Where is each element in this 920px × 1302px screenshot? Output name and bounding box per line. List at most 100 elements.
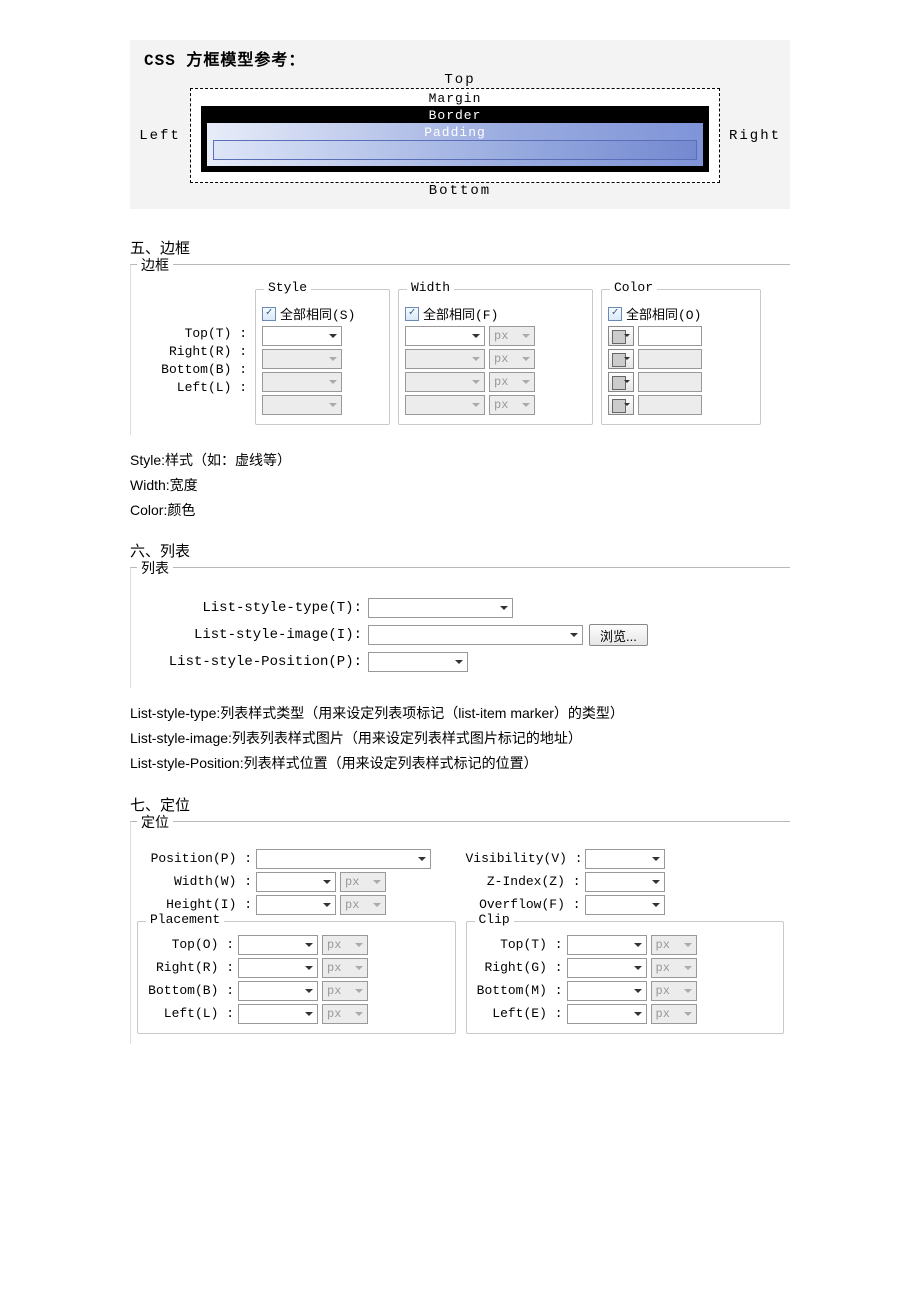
list-note: List-style-type:列表样式类型（用来设定列表项标记（list-it…: [130, 702, 790, 725]
border-style-same-checkbox[interactable]: ✓ 全部相同(S): [262, 304, 355, 323]
border-style-right-select[interactable]: [262, 349, 342, 369]
clip-left-unit[interactable]: px: [651, 1004, 697, 1024]
width-label: Width(W) :: [137, 874, 252, 889]
list-style-image-browse-button[interactable]: 浏览...: [589, 624, 648, 646]
border-color-same-checkbox[interactable]: ✓ 全部相同(O): [608, 304, 701, 323]
placement-top-unit[interactable]: px: [322, 935, 368, 955]
clip-top-label: Top(T) :: [473, 937, 563, 952]
border-note: Width:宽度: [130, 474, 790, 497]
box-model-top-label: Top: [130, 72, 790, 88]
zindex-select[interactable]: [585, 872, 665, 892]
border-width-group: Width ✓ 全部相同(F) px px px px: [398, 289, 593, 425]
placement-right-select[interactable]: [238, 958, 318, 978]
border-row-label: Right(R) :: [137, 344, 247, 359]
border-panel-legend: 边框: [137, 255, 173, 275]
list-style-position-label: List-style-Position(P):: [137, 654, 362, 670]
placement-bottom-unit[interactable]: px: [322, 981, 368, 1001]
border-color-bottom-picker[interactable]: [608, 372, 634, 392]
overflow-select[interactable]: [585, 895, 665, 915]
width-unit[interactable]: px: [340, 872, 386, 892]
border-width-bottom-unit[interactable]: px: [489, 372, 535, 392]
width-select[interactable]: [256, 872, 336, 892]
list-style-type-select[interactable]: [368, 598, 513, 618]
section-list-heading: 六、列表: [130, 540, 790, 561]
clip-left-label: Left(E) :: [473, 1006, 563, 1021]
visibility-label: Visibility(V) :: [466, 851, 581, 866]
border-width-same-checkbox[interactable]: ✓ 全部相同(F): [405, 304, 498, 323]
border-width-top-select[interactable]: [405, 326, 485, 346]
border-color-right-picker[interactable]: [608, 349, 634, 369]
position-panel-legend: 定位: [137, 812, 173, 832]
clip-right-select[interactable]: [567, 958, 647, 978]
placement-right-unit[interactable]: px: [322, 958, 368, 978]
border-width-top-unit[interactable]: px: [489, 326, 535, 346]
border-color-right-value[interactable]: [638, 349, 702, 369]
border-width-left-select[interactable]: [405, 395, 485, 415]
position-select[interactable]: [256, 849, 431, 869]
clip-bottom-unit[interactable]: px: [651, 981, 697, 1001]
height-label: Height(I) :: [137, 897, 252, 912]
box-model-title: CSS 方框模型参考：: [130, 46, 790, 72]
placement-group: Placement Top(O) : px Right(R) : px Bott…: [137, 921, 456, 1034]
border-style-top-select[interactable]: [262, 326, 342, 346]
placement-left-unit[interactable]: px: [322, 1004, 368, 1024]
border-color-group: Color ✓ 全部相同(O): [601, 289, 761, 425]
visibility-select[interactable]: [585, 849, 665, 869]
position-panel: 定位 Position(P) : Width(W) : px Height(I)…: [130, 821, 790, 1044]
height-unit[interactable]: px: [340, 895, 386, 915]
list-panel: 列表 List-style-type(T): List-style-image(…: [130, 567, 790, 688]
border-note: Color:颜色: [130, 499, 790, 522]
margin-label: Margin: [201, 91, 709, 106]
placement-top-label: Top(O) :: [144, 937, 234, 952]
border-color-left-picker[interactable]: [608, 395, 634, 415]
list-style-image-select[interactable]: [368, 625, 583, 645]
clip-left-select[interactable]: [567, 1004, 647, 1024]
box-model-bottom-label: Bottom: [130, 183, 790, 199]
box-model-content: [213, 140, 697, 160]
border-width-left-unit[interactable]: px: [489, 395, 535, 415]
border-style-left-select[interactable]: [262, 395, 342, 415]
border-width-right-select[interactable]: [405, 349, 485, 369]
overflow-label: Overflow(F) :: [466, 897, 581, 912]
clip-right-unit[interactable]: px: [651, 958, 697, 978]
check-icon: ✓: [608, 307, 622, 321]
border-color-top-value[interactable]: [638, 326, 702, 346]
border-panel: 边框 Top(T) : Right(R) : Bottom(B) : Left(…: [130, 264, 790, 435]
border-width-right-unit[interactable]: px: [489, 349, 535, 369]
placement-left-label: Left(L) :: [144, 1006, 234, 1021]
border-width-bottom-select[interactable]: [405, 372, 485, 392]
border-color-bottom-value[interactable]: [638, 372, 702, 392]
border-row-label: Bottom(B) :: [137, 362, 247, 377]
box-model-padding: Padding: [207, 123, 703, 166]
list-style-image-label: List-style-image(I):: [137, 627, 362, 643]
border-style-bottom-select[interactable]: [262, 372, 342, 392]
border-color-left-value[interactable]: [638, 395, 702, 415]
section-border-heading: 五、边框: [130, 237, 790, 258]
section-position-heading: 七、定位: [130, 794, 790, 815]
clip-bottom-select[interactable]: [567, 981, 647, 1001]
border-note: Style:样式（如：虚线等）: [130, 449, 790, 472]
box-model-left-label: Left: [130, 128, 190, 144]
border-color-top-picker[interactable]: [608, 326, 634, 346]
list-panel-legend: 列表: [137, 558, 173, 578]
border-width-title: Width: [407, 280, 454, 295]
list-note: List-style-Position:列表样式位置（用来设定列表样式标记的位置…: [130, 752, 790, 775]
clip-title: Clip: [475, 912, 514, 927]
box-model-right-label: Right: [720, 128, 790, 144]
zindex-label: Z-Index(Z) :: [466, 874, 581, 889]
check-icon: ✓: [405, 307, 419, 321]
clip-right-label: Right(G) :: [473, 960, 563, 975]
clip-top-unit[interactable]: px: [651, 935, 697, 955]
list-style-position-select[interactable]: [368, 652, 468, 672]
border-style-group: Style ✓ 全部相同(S): [255, 289, 390, 425]
placement-bottom-label: Bottom(B) :: [144, 983, 234, 998]
placement-right-label: Right(R) :: [144, 960, 234, 975]
position-label: Position(P) :: [137, 851, 252, 866]
placement-bottom-select[interactable]: [238, 981, 318, 1001]
height-select[interactable]: [256, 895, 336, 915]
clip-top-select[interactable]: [567, 935, 647, 955]
placement-left-select[interactable]: [238, 1004, 318, 1024]
border-row-label: Top(T) :: [137, 326, 247, 341]
border-row-label: Left(L) :: [137, 380, 247, 395]
placement-top-select[interactable]: [238, 935, 318, 955]
